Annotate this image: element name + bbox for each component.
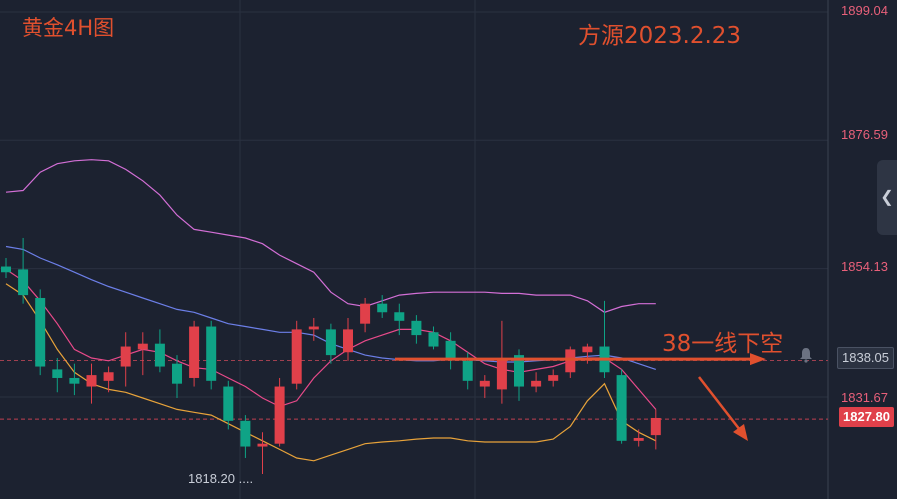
low-marker-dots: .... [238, 471, 254, 486]
grid-lines [0, 0, 829, 499]
annotation-arrows [395, 353, 766, 441]
candle-bullish [274, 386, 285, 444]
y-tick-label: 1899.04 [841, 3, 888, 18]
candle-bearish [377, 303, 388, 313]
candle-bearish [240, 420, 251, 447]
indicator-lines [5, 159, 657, 462]
candle-bullish [189, 326, 200, 378]
candle-bullish [496, 357, 507, 390]
candle-bearish [52, 369, 63, 378]
candle-bearish [172, 363, 182, 384]
chevron-left-icon[interactable]: ❮ [877, 160, 897, 235]
candle-bullish [531, 380, 542, 387]
signal-annotation: 38一线下空 [662, 331, 784, 357]
candle-bullish [343, 329, 353, 353]
candle-bearish [616, 375, 627, 441]
candle-bullish [548, 375, 559, 381]
candle-bearish [325, 329, 336, 356]
short-entry-arrowhead [750, 353, 766, 366]
candle-bearish [462, 360, 473, 381]
candle-bearish [69, 377, 80, 384]
candle-bearish [35, 297, 46, 367]
down-arrow-line [698, 376, 741, 431]
candle-bullish [565, 349, 576, 373]
candle-bullish [633, 437, 644, 441]
y-tick-label: 1854.13 [841, 259, 888, 274]
candle-bearish [1, 266, 11, 273]
candle-bullish [291, 329, 302, 384]
candle-bearish [223, 386, 234, 421]
candle-bullish [360, 303, 371, 324]
candle-bullish [650, 417, 661, 436]
down-arrow-head [733, 424, 748, 441]
candle-bullish [103, 372, 114, 381]
current-price-badge: 1827.80 [839, 407, 894, 427]
candle-bearish [428, 332, 439, 347]
candle-bearish [514, 355, 524, 387]
moving-average-orange-line [5, 283, 657, 462]
candle-bearish [394, 312, 405, 321]
date-annotation: 方源2023.2.23 [578, 23, 742, 49]
candle-bullish [582, 346, 593, 353]
alert-price-badge[interactable]: 1838.05 [837, 347, 894, 369]
price-level-lines [0, 360, 828, 420]
candle-bullish [257, 443, 268, 447]
candle-bearish [154, 343, 165, 367]
bollinger-upper-line [5, 159, 656, 313]
candle-bullish [120, 346, 131, 367]
candle-bullish [308, 326, 319, 330]
candle-bearish [18, 269, 29, 296]
candle-bearish [445, 340, 456, 358]
low-price-label: 1818.20 .... [188, 471, 253, 486]
bell-icon[interactable] [799, 347, 813, 363]
candle-bullish [479, 380, 490, 387]
candle-bullish [137, 343, 148, 350]
low-price-value: 1818.20 [188, 471, 235, 486]
candle-bullish [86, 375, 97, 387]
y-tick-label: 1831.67 [841, 390, 888, 405]
candles-group [1, 237, 661, 474]
candle-bearish [206, 326, 217, 381]
candle-bearish [411, 320, 422, 336]
chart-title: 黄金4H图 [22, 16, 115, 40]
y-tick-label: 1876.59 [841, 127, 888, 142]
